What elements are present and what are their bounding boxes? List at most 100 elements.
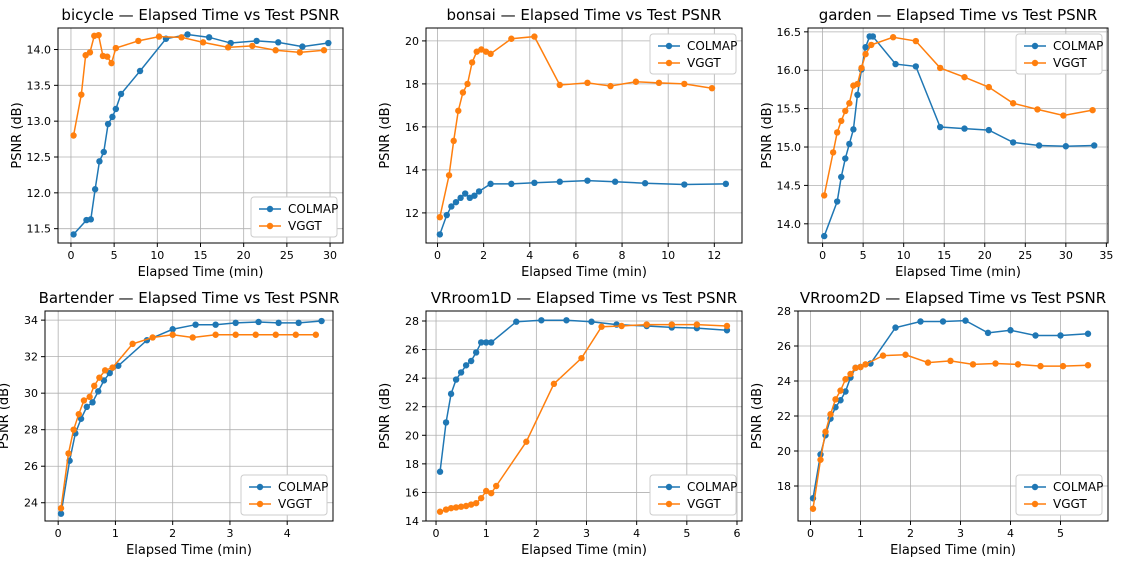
data-point-colmap	[837, 397, 844, 404]
data-point-vggt	[531, 33, 538, 40]
data-point-colmap	[962, 317, 969, 324]
data-point-colmap	[850, 126, 857, 133]
data-point-colmap	[91, 186, 99, 193]
series-line-colmap	[812, 319, 1089, 499]
x-tick-label: 4	[633, 527, 640, 540]
data-point-vggt	[320, 47, 328, 54]
data-point-vggt	[452, 504, 460, 511]
legend: COLMAP VGGT	[1015, 33, 1103, 75]
data-point-vggt	[91, 382, 98, 390]
data-point-vggt	[550, 380, 558, 388]
legend-label-colmap: COLMAP	[687, 39, 737, 53]
data-point-vggt	[668, 321, 675, 328]
data-point-colmap	[984, 329, 992, 337]
x-tick-label: 4	[1007, 527, 1014, 540]
data-point-vggt	[112, 44, 120, 52]
y-tick-label: 18	[405, 78, 419, 91]
y-tick-label: 14	[405, 164, 419, 177]
data-point-colmap	[821, 232, 828, 240]
data-point-vggt	[70, 132, 77, 139]
legend-marker-vggt	[1031, 500, 1039, 508]
y-axis-label: PSNR (dB)	[378, 102, 393, 168]
x-tick-label: 30	[323, 249, 337, 262]
plot-frame	[425, 310, 743, 522]
x-tick-label: 25	[280, 249, 294, 262]
data-point-vggt	[578, 354, 585, 362]
data-point-vggt	[556, 81, 563, 89]
data-point-colmap	[457, 369, 465, 376]
data-point-vggt	[829, 149, 837, 156]
x-axis-label: Elapsed Time (min)	[890, 543, 1016, 558]
data-point-vggt	[912, 37, 920, 45]
data-point-vggt	[846, 100, 853, 107]
y-tick-label: 14.0	[777, 218, 802, 231]
data-point-colmap	[722, 180, 730, 188]
data-point-vggt	[108, 59, 115, 67]
data-point-colmap	[563, 317, 570, 324]
data-point-vggt	[681, 80, 688, 88]
data-point-vggt	[809, 505, 817, 512]
chart-title: bonsai — Elapsed Time vs Test PSNR	[446, 6, 721, 24]
x-tick-label: 6	[572, 249, 579, 262]
legend-label-vggt: VGGT	[1053, 56, 1087, 70]
x-tick-label: 0	[433, 527, 440, 540]
y-tick-label: 12.5	[27, 151, 52, 164]
data-point-vggt	[224, 44, 232, 51]
data-point-colmap	[917, 318, 924, 325]
data-point-colmap	[833, 198, 841, 205]
data-point-vggt	[292, 331, 299, 338]
data-point-colmap	[447, 390, 455, 398]
data-point-colmap	[892, 324, 899, 331]
data-point-colmap	[299, 43, 306, 50]
data-point-colmap	[89, 399, 96, 406]
data-point-vggt	[178, 34, 185, 41]
data-point-vggt	[985, 83, 993, 91]
x-tick-label: 2	[169, 527, 176, 540]
data-point-colmap	[472, 349, 480, 356]
data-point-colmap	[95, 388, 102, 395]
data-point-vggt	[817, 456, 824, 463]
data-point-colmap	[462, 362, 470, 369]
data-point-colmap	[488, 339, 495, 346]
chart-title: Bartender — Elapsed Time vs Test PSNR	[39, 289, 340, 307]
y-tick-label: 16.5	[777, 26, 802, 39]
legend-marker-vggt	[266, 222, 274, 230]
x-tick-label: 1	[857, 527, 864, 540]
data-point-vggt	[86, 49, 94, 56]
data-point-vggt	[643, 321, 650, 328]
plot-frame	[57, 27, 344, 244]
data-point-colmap	[117, 90, 125, 98]
legend: COLMAP VGGT	[240, 474, 328, 516]
data-point-vggt	[467, 501, 475, 508]
data-point-vggt	[232, 331, 239, 338]
data-point-vggt	[827, 411, 834, 418]
data-point-vggt	[249, 42, 256, 50]
data-point-vggt	[618, 322, 625, 330]
data-point-colmap	[325, 39, 332, 47]
data-point-vggt	[104, 53, 111, 60]
data-point-vggt	[70, 426, 77, 433]
x-tick-label: 25	[1018, 249, 1032, 262]
data-point-colmap	[104, 120, 112, 128]
data-point-vggt	[832, 396, 839, 403]
x-tick-label: 10	[897, 249, 911, 262]
data-point-vggt	[457, 503, 465, 510]
data-point-vggt	[902, 351, 909, 358]
legend-marker-colmap	[1031, 483, 1039, 491]
data-point-colmap	[436, 231, 444, 238]
data-point-vggt	[149, 334, 156, 341]
legend-marker-vggt	[665, 500, 673, 508]
data-point-vggt	[493, 482, 500, 490]
data-point-colmap	[452, 376, 460, 383]
data-point-colmap	[96, 158, 103, 165]
data-point-vggt	[655, 79, 663, 87]
data-point-vggt	[272, 331, 279, 338]
data-point-vggt	[723, 322, 731, 330]
legend-marker-colmap	[665, 483, 673, 491]
x-tick-label: 20	[978, 249, 992, 262]
